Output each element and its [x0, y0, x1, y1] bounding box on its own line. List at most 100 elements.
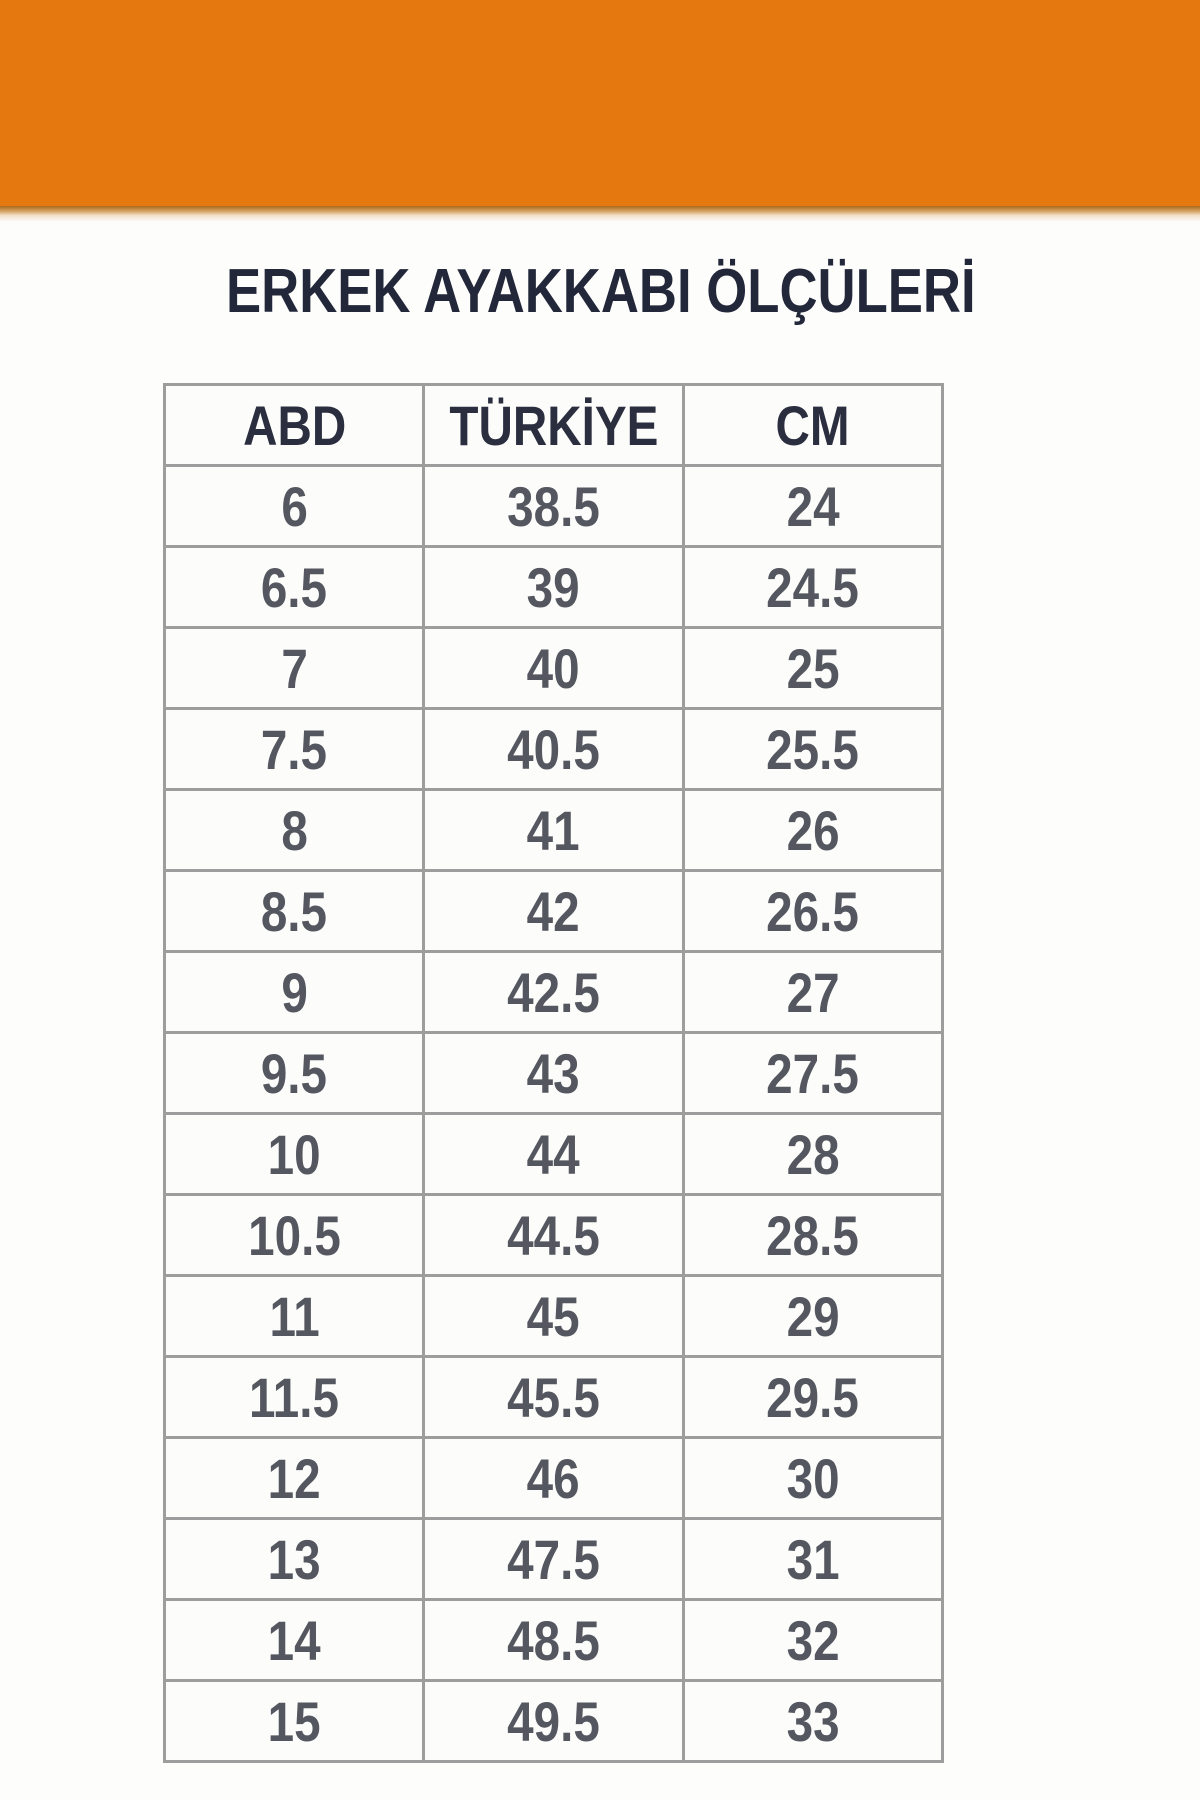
table-cell: 26.5: [681, 869, 945, 953]
table-cell: 25: [681, 626, 945, 710]
table-cell: 24: [681, 464, 945, 548]
table-cell-value: 46: [527, 1446, 580, 1510]
table-cell-value: 29.5: [766, 1365, 860, 1429]
table-row: 15 49.5 33: [162, 1679, 945, 1763]
table-cell-value: 45.5: [507, 1365, 600, 1429]
table-cell: 14: [162, 1598, 426, 1682]
table-cell-value: 27.5: [766, 1041, 860, 1105]
table-cell: 44: [422, 1112, 685, 1196]
table-cell-value: 15: [267, 1689, 321, 1753]
table-row: 12 46 30: [162, 1436, 945, 1520]
table-cell: 12: [162, 1436, 426, 1520]
col-header-abd: ABD: [162, 383, 426, 467]
table-cell: 7: [162, 626, 426, 710]
table-cell-value: 14: [267, 1608, 321, 1672]
header-row: ABD TÜRKİYE CM: [162, 383, 945, 467]
table-row: 6.5 39 24.5: [162, 545, 945, 629]
table-cell: 43: [422, 1031, 685, 1115]
table-row: 7 40 25: [162, 626, 945, 710]
table-cell: 24.5: [681, 545, 945, 629]
table-cell: 32: [681, 1598, 945, 1682]
table-cell-value: 24.5: [766, 555, 860, 619]
size-table-header: ABD TÜRKİYE CM: [162, 383, 945, 467]
table-row: 6 38.5 24: [162, 464, 945, 548]
table-cell: 8: [162, 788, 426, 872]
col-header-turkiye-label: TÜRKİYE: [449, 393, 658, 457]
table-cell-value: 9: [280, 960, 308, 1024]
table-cell-value: 13: [267, 1527, 321, 1591]
table-cell: 28: [681, 1112, 945, 1196]
table-cell-value: 10.5: [247, 1203, 341, 1267]
table-cell: 11.5: [162, 1355, 426, 1439]
table-cell-value: 43: [527, 1041, 580, 1105]
table-cell-value: 11: [269, 1284, 320, 1348]
table-cell-value: 40: [527, 636, 580, 700]
table-cell-value: 6.5: [261, 555, 328, 619]
table-cell-value: 38.5: [507, 474, 600, 538]
table-cell: 30: [681, 1436, 945, 1520]
size-table-body: 6 38.5 24 6.5 39 24.5 7 40 25 7.5 40.5 25.5 8 41 26 8.5…: [162, 464, 945, 1763]
table-cell: 45.5: [422, 1355, 685, 1439]
table-cell: 6: [162, 464, 426, 548]
table-cell: 39: [422, 545, 685, 629]
table-cell: 38.5: [422, 464, 685, 548]
table-cell: 15: [162, 1679, 426, 1763]
table-cell-value: 49.5: [507, 1689, 600, 1753]
table-cell-value: 10: [267, 1122, 321, 1186]
table-cell: 46: [422, 1436, 685, 1520]
table-cell: 11: [162, 1274, 426, 1358]
table-cell-value: 30: [786, 1446, 840, 1510]
table-row: 9.5 43 27.5: [162, 1031, 945, 1115]
table-cell: 9.5: [162, 1031, 426, 1115]
table-row: 8 41 26: [162, 788, 945, 872]
table-cell: 45: [422, 1274, 685, 1358]
table-cell-value: 40.5: [507, 717, 600, 781]
table-row: 10.5 44.5 28.5: [162, 1193, 945, 1277]
table-cell: 40: [422, 626, 685, 710]
table-row: 11 45 29: [162, 1274, 945, 1358]
table-cell-value: 32: [786, 1608, 840, 1672]
table-cell: 40.5: [422, 707, 685, 791]
table-cell: 6.5: [162, 545, 426, 629]
col-header-cm: CM: [681, 383, 945, 467]
table-cell: 7.5: [162, 707, 426, 791]
table-cell-value: 29: [786, 1284, 840, 1348]
col-header-cm-label: CM: [775, 393, 850, 457]
table-cell-value: 6: [280, 474, 308, 538]
table-cell-value: 25.5: [766, 717, 860, 781]
table-cell: 31: [681, 1517, 945, 1601]
table-row: 9 42.5 27: [162, 950, 945, 1034]
table-cell-value: 33: [786, 1689, 840, 1753]
table-cell: 48.5: [422, 1598, 685, 1682]
col-header-turkiye: TÜRKİYE: [422, 383, 685, 467]
table-cell: 29: [681, 1274, 945, 1358]
table-cell-value: 8.5: [261, 879, 328, 943]
orange-banner: [0, 0, 1200, 222]
table-row: 8.5 42 26.5: [162, 869, 945, 953]
table-cell: 10.5: [162, 1193, 426, 1277]
page-title: ERKEK AYAKKABI ÖLÇÜLERİ: [226, 257, 976, 326]
table-row: 11.5 45.5 29.5: [162, 1355, 945, 1439]
table-cell-value: 8: [280, 798, 308, 862]
table-cell-value: 12: [267, 1446, 321, 1510]
table-cell: 26: [681, 788, 945, 872]
table-cell-value: 28.5: [766, 1203, 860, 1267]
table-cell-value: 42.5: [507, 960, 600, 1024]
col-header-abd-label: ABD: [242, 393, 346, 457]
table-cell-value: 42: [527, 879, 580, 943]
table-cell: 33: [681, 1679, 945, 1763]
table-cell-value: 31: [786, 1527, 840, 1591]
table-cell-value: 7: [280, 636, 308, 700]
table-cell-value: 45: [527, 1284, 580, 1348]
table-cell: 9: [162, 950, 426, 1034]
table-cell: 28.5: [681, 1193, 945, 1277]
table-cell: 13: [162, 1517, 426, 1601]
table-cell-value: 47.5: [507, 1527, 600, 1591]
table-cell-value: 27: [786, 960, 840, 1024]
table-cell-value: 48.5: [507, 1608, 600, 1672]
table-cell-value: 44: [527, 1122, 580, 1186]
table-cell: 27.5: [681, 1031, 945, 1115]
table-cell: 41: [422, 788, 685, 872]
table-cell-value: 25: [786, 636, 840, 700]
table-cell-value: 28: [786, 1122, 840, 1186]
